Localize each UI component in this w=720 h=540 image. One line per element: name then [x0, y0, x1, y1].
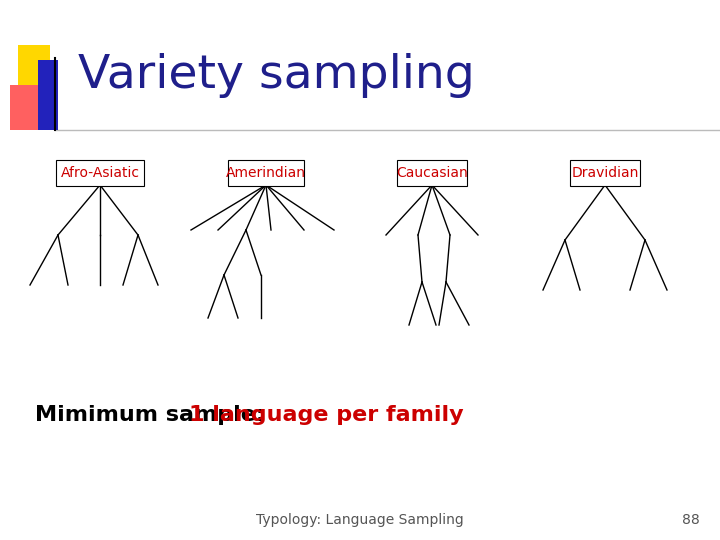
- Bar: [228, 160, 304, 186]
- Bar: [18, 45, 50, 100]
- Text: Variety sampling: Variety sampling: [78, 52, 474, 98]
- Text: Amerindian: Amerindian: [226, 166, 306, 180]
- Text: 1 language per family: 1 language per family: [189, 405, 463, 425]
- Text: Typology: Language Sampling: Typology: Language Sampling: [256, 513, 464, 527]
- Text: Dravidian: Dravidian: [571, 166, 639, 180]
- Text: Afro-Asiatic: Afro-Asiatic: [60, 166, 140, 180]
- Bar: [38, 60, 58, 130]
- Bar: [570, 160, 640, 186]
- Bar: [397, 160, 467, 186]
- Text: Caucasian: Caucasian: [396, 166, 468, 180]
- Text: Mimimum sample:: Mimimum sample:: [35, 405, 272, 425]
- Bar: [10, 85, 38, 130]
- Text: 88: 88: [683, 513, 700, 527]
- Bar: [56, 160, 144, 186]
